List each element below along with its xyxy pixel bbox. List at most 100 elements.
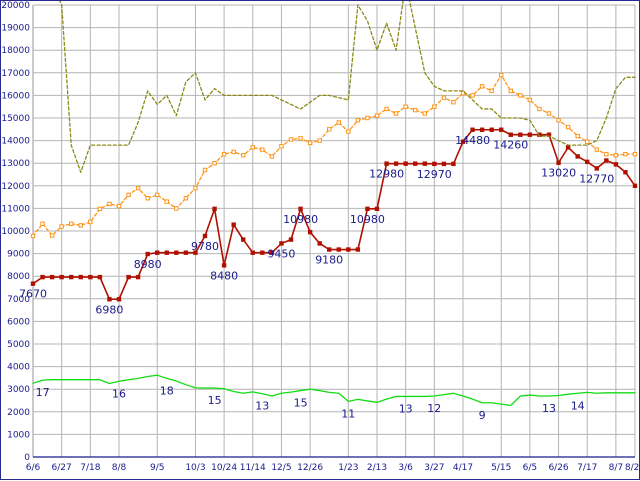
data-point-marker	[355, 247, 361, 252]
data-point-marker	[202, 167, 208, 173]
data-point-marker	[413, 107, 418, 113]
x-axis-tick-label: 8/7	[609, 463, 623, 473]
data-value-label: 14	[571, 399, 585, 412]
data-point-marker	[632, 151, 638, 157]
data-point-marker	[260, 250, 265, 255]
data-point-marker	[346, 129, 351, 134]
data-point-marker	[59, 274, 64, 280]
data-point-marker	[604, 158, 609, 163]
data-point-marker	[78, 274, 83, 280]
data-point-marker	[145, 196, 150, 201]
x-axis-tick-label: 8/21	[625, 463, 640, 473]
data-point-marker	[183, 250, 189, 255]
data-point-marker	[470, 93, 475, 98]
data-point-marker	[49, 274, 55, 280]
y-axis-tick-label: 2000	[7, 408, 30, 418]
data-point-marker	[594, 147, 599, 152]
data-point-marker	[393, 111, 399, 116]
data-point-marker	[241, 237, 246, 242]
x-axis-tick-label: 6/6	[26, 463, 41, 473]
series-line-red-price	[32, 128, 636, 301]
x-axis-tick-label: 3/6	[398, 463, 413, 473]
data-point-marker	[135, 185, 141, 191]
data-value-label: 8980	[134, 258, 162, 271]
data-point-marker	[40, 274, 45, 280]
data-value-label: 13	[542, 402, 556, 415]
data-point-marker	[384, 106, 389, 112]
data-point-marker	[460, 139, 466, 144]
data-point-marker	[174, 206, 179, 211]
data-point-marker	[212, 206, 217, 212]
data-value-label: 14260	[493, 139, 528, 152]
series-line-orange-indicator	[32, 74, 636, 237]
data-point-marker	[279, 144, 284, 149]
data-value-label: 8480	[210, 269, 238, 282]
y-axis-tick-label: 4000	[7, 363, 30, 373]
data-point-marker	[49, 233, 55, 238]
y-axis-tick-label: 9000	[7, 250, 30, 260]
data-point-marker	[556, 160, 561, 165]
data-point-marker	[69, 221, 74, 226]
y-axis-tick-label: 1000	[7, 430, 30, 440]
data-point-marker	[565, 145, 571, 150]
x-axis-tick-label: 10/24	[211, 463, 237, 473]
data-point-marker	[489, 127, 494, 132]
data-point-marker	[403, 161, 408, 166]
data-point-marker	[479, 127, 485, 132]
x-axis-tick-label: 12/26	[297, 463, 323, 473]
x-axis-tick-label: 6/5	[523, 463, 537, 473]
data-value-label: 13020	[541, 167, 576, 180]
data-point-marker	[317, 138, 322, 143]
y-axis-tick-label: 8000	[7, 272, 30, 282]
y-axis-tick-label: 17000	[1, 69, 30, 79]
x-axis-tick-label: 9/5	[150, 463, 164, 473]
data-point-marker	[298, 136, 303, 141]
data-point-marker	[327, 127, 332, 132]
data-value-label: 18	[160, 384, 174, 397]
data-point-marker	[88, 274, 93, 280]
data-point-marker	[231, 149, 236, 155]
data-point-marker	[632, 183, 638, 189]
data-point-marker	[623, 151, 628, 157]
data-point-marker	[221, 151, 227, 157]
y-axis-tick-label: 10000	[1, 227, 30, 237]
data-value-label: 13	[255, 400, 269, 413]
data-point-marker	[422, 111, 427, 116]
data-point-marker	[307, 140, 313, 146]
data-point-marker	[174, 250, 179, 255]
data-point-marker	[69, 274, 74, 280]
y-axis-labels: 0 1000 2000 3000 4000 5000 6000 7000 8000 9000 100…	[1, 1, 30, 463]
data-value-label: 17	[36, 386, 50, 399]
data-point-marker	[164, 199, 169, 204]
data-value-label: 13	[399, 402, 413, 415]
data-value-label: 10980	[350, 213, 385, 226]
y-axis-tick-label: 7000	[7, 295, 30, 305]
data-point-marker	[432, 104, 437, 109]
data-point-marker	[441, 95, 447, 100]
x-axis-tick-label: 8/8	[112, 463, 127, 473]
data-point-marker	[451, 161, 456, 167]
data-point-marker	[527, 97, 533, 103]
data-point-marker	[585, 159, 590, 165]
data-point-marker	[346, 247, 351, 252]
data-point-marker	[623, 170, 628, 175]
data-value-label: 15	[294, 397, 308, 410]
data-point-marker	[59, 224, 64, 229]
data-value-label: 14480	[455, 134, 490, 147]
data-point-marker	[231, 222, 236, 227]
grid-layer	[32, 4, 636, 458]
data-point-marker	[155, 250, 160, 255]
data-value-label: 9180	[315, 254, 343, 267]
data-point-marker	[575, 133, 580, 139]
data-point-marker	[585, 139, 590, 144]
x-axis-tick-label: 12/5	[271, 463, 291, 473]
y-axis-tick-label: 20000	[1, 1, 30, 11]
y-axis-tick-label: 12000	[1, 182, 30, 192]
y-axis-tick-label: 15000	[1, 114, 30, 124]
y-axis-tick-label: 19000	[1, 24, 30, 34]
data-point-marker	[518, 132, 523, 137]
data-point-marker	[479, 84, 485, 89]
data-point-marker	[241, 153, 246, 158]
